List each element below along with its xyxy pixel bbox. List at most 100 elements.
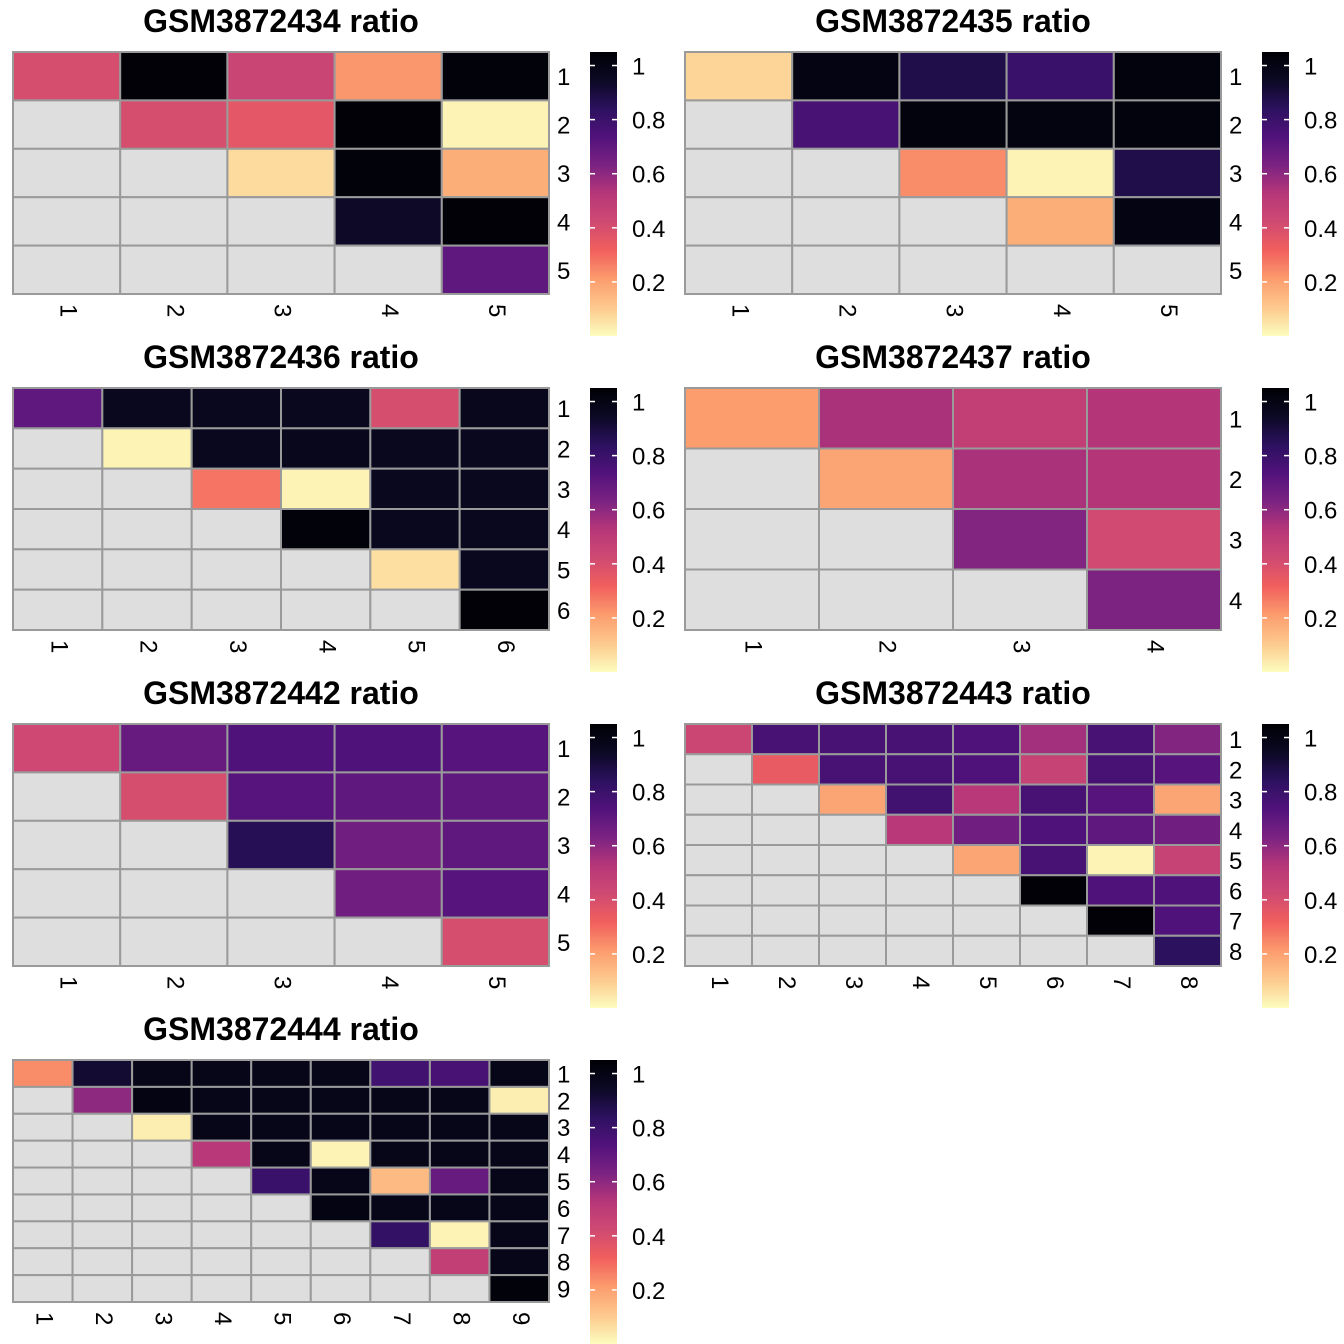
- heatmap-cell-empty: [684, 753, 753, 786]
- row-label: 1: [557, 396, 570, 423]
- heatmap-cell: [226, 99, 336, 150]
- heatmap-cell-empty: [428, 1274, 491, 1303]
- heatmap-cell: [1005, 147, 1115, 199]
- column-label: 3: [941, 304, 968, 317]
- heatmap-cell-empty: [684, 904, 753, 937]
- column-label: 2: [90, 1312, 117, 1325]
- heatmap-panel: GSM3872435 ratio 1 2 3 4 5 1 2 3 4 5 1 0.8 0.6 0.4 0.2: [684, 3, 1337, 336]
- heatmap-cell-empty: [131, 1139, 193, 1169]
- heatmap-cell: [952, 723, 1021, 756]
- row-label: 3: [557, 161, 570, 188]
- legend-tick-label: 0.4: [1304, 216, 1337, 243]
- legend-tick-label: 0.8: [1304, 444, 1337, 471]
- row-label: 7: [557, 1223, 570, 1250]
- row-label: 1: [1229, 727, 1242, 754]
- heatmap-cell: [1019, 874, 1088, 907]
- row-label: 4: [1229, 818, 1242, 845]
- heatmap-cell: [1153, 753, 1222, 786]
- heatmap-cell: [119, 771, 229, 822]
- heatmap-cell-empty: [818, 844, 887, 877]
- heatmap-cell-empty: [818, 508, 954, 571]
- heatmap-cell: [952, 387, 1088, 450]
- heatmap-cell: [1112, 99, 1223, 150]
- column-label: 4: [376, 304, 403, 317]
- heatmap-cell: [428, 1220, 491, 1250]
- heatmap-cell: [488, 1166, 551, 1196]
- heatmap-cell-empty: [71, 1166, 134, 1196]
- row-label: 5: [557, 258, 570, 285]
- heatmap-cell: [119, 723, 229, 774]
- heatmap-cell: [1153, 904, 1222, 937]
- column-label: 1: [30, 1312, 57, 1325]
- heatmap-cell: [226, 771, 336, 822]
- column-label: 9: [507, 1312, 534, 1325]
- column-label: 4: [1142, 640, 1169, 653]
- heatmap-cell-empty: [791, 147, 901, 199]
- panel-title: GSM3872443 ratio: [815, 675, 1091, 711]
- heatmap-cell: [440, 99, 550, 150]
- heatmap-cell: [250, 1166, 312, 1196]
- legend-colorbar: [590, 388, 617, 672]
- legend-tick-label: 0.8: [632, 1116, 665, 1143]
- legend-tick-label: 0.6: [632, 1170, 665, 1197]
- column-label: 4: [907, 976, 934, 989]
- column-label: 3: [840, 976, 867, 989]
- heatmap-cell: [12, 1059, 74, 1088]
- heatmap-cell: [333, 819, 443, 871]
- heatmap-cell: [226, 51, 336, 102]
- heatmap-panel: GSM3872442 ratio 1 2 3 4 5 1 2 3 4 5 1 0.8 0.6 0.4 0.2: [12, 675, 665, 1008]
- heatmap-cell: [369, 1193, 431, 1223]
- column-label: 5: [483, 304, 510, 317]
- heatmap-cell: [369, 1139, 431, 1169]
- heatmap-cell-empty: [190, 1193, 253, 1223]
- heatmap-cell-empty: [684, 508, 820, 571]
- heatmap-cell: [1112, 147, 1223, 199]
- panel-title: GSM3872442 ratio: [143, 675, 419, 711]
- column-label: 1: [54, 976, 81, 989]
- legend-colorbar: [1262, 388, 1289, 672]
- heatmap-cell: [309, 1166, 372, 1196]
- legend-tick-label: 0.2: [632, 606, 665, 633]
- heatmap-cell: [1112, 51, 1223, 102]
- heatmap-cell-empty: [12, 1247, 74, 1277]
- heatmap-cell: [1086, 568, 1222, 631]
- heatmap-cell: [1086, 387, 1222, 450]
- legend-tick-label: 0.4: [632, 888, 665, 915]
- column-label: 5: [974, 976, 1001, 989]
- heatmap-cell-empty: [119, 916, 229, 967]
- heatmap-cell: [885, 753, 954, 786]
- heatmap-cell-empty: [250, 1220, 312, 1250]
- column-label: 4: [209, 1312, 236, 1325]
- heatmap-cell: [369, 548, 461, 591]
- heatmap-cell: [369, 427, 461, 470]
- row-label: 3: [1229, 161, 1242, 188]
- heatmap-cell: [952, 783, 1021, 816]
- heatmap-cell-empty: [369, 1274, 431, 1303]
- heatmap-cell: [428, 1139, 491, 1169]
- heatmap-cell: [1086, 844, 1155, 877]
- heatmap-cell: [952, 813, 1021, 846]
- heatmap-cell: [1153, 813, 1222, 846]
- heatmap-cell-empty: [12, 819, 122, 871]
- row-label: 1: [557, 1061, 570, 1088]
- column-label: 8: [447, 1312, 474, 1325]
- heatmap-cell: [226, 147, 336, 199]
- heatmap-cell-empty: [333, 916, 443, 967]
- heatmap-cell: [1086, 447, 1222, 510]
- heatmap-cell-empty: [309, 1274, 372, 1303]
- legend-tick-label: 0.2: [1304, 942, 1337, 969]
- heatmap-cell-empty: [71, 1274, 134, 1303]
- heatmap-cell-empty: [818, 904, 887, 937]
- heatmap-cell-empty: [226, 868, 336, 919]
- row-label: 4: [1229, 209, 1242, 236]
- heatmap-cell-empty: [226, 244, 336, 296]
- heatmap-cell: [684, 387, 820, 450]
- heatmap-cell: [488, 1139, 551, 1169]
- heatmap-cell-empty: [1086, 934, 1155, 967]
- heatmap-cell: [333, 868, 443, 919]
- heatmap-cell: [818, 723, 887, 756]
- heatmap-cell-empty: [71, 1193, 134, 1223]
- heatmap-cell-empty: [751, 934, 820, 967]
- heatmap-cell-empty: [101, 548, 193, 591]
- row-label: 2: [1229, 113, 1242, 140]
